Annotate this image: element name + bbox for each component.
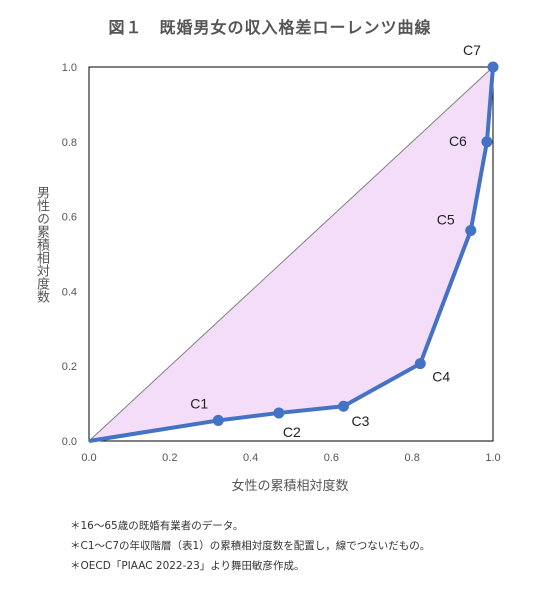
x-tick-label: 1.0	[485, 452, 500, 464]
x-axis-label: 女性の累積相対度数	[231, 479, 349, 494]
x-tick-label: 0.8	[405, 452, 420, 464]
y-tick-label: 1.0	[62, 62, 77, 74]
y-axis-label: 男性の累積相対度数	[34, 186, 49, 303]
point-label-c7: C7	[463, 42, 481, 58]
chart-title: 図１ 既婚男女の収入格差ローレンツ曲線	[108, 18, 432, 37]
data-point-c1	[212, 414, 224, 426]
x-tick-label: 0.4	[243, 452, 258, 464]
data-point-c6	[481, 136, 493, 148]
y-tick-label: 0.8	[62, 137, 77, 149]
x-tick-label: 0.2	[162, 452, 177, 464]
lorenz-curve	[88, 66, 495, 443]
x-tick-labels: 0.0 0.2 0.4 0.6 0.8 1.0	[81, 452, 500, 464]
data-points	[212, 61, 499, 426]
point-label-c6: C6	[449, 133, 467, 149]
y-tick-labels: 0.0 0.2 0.4 0.6 0.8 1.0	[62, 62, 77, 448]
footnote-2: ＊C1〜C7の年収階層（表1）の累積相対度数を配置し，線でつないだもの。	[70, 540, 431, 552]
footnotes: ＊16〜65歳の既婚有業者のデータ。 ＊C1〜C7の年収階層（表1）の累積相対度…	[70, 516, 430, 576]
point-label-c3: C3	[352, 413, 370, 429]
point-label-c4: C4	[432, 369, 450, 385]
y-tick-label: 0.2	[62, 361, 77, 373]
y-tick-label: 0.0	[62, 436, 77, 448]
data-point-c4	[414, 358, 426, 370]
plot-frame	[88, 66, 494, 442]
point-label-c2: C2	[283, 424, 301, 440]
y-tick-label: 0.6	[62, 212, 77, 224]
data-point-c7	[487, 61, 499, 73]
y-tick-label: 0.4	[62, 286, 77, 298]
x-tick-label: 0.6	[324, 452, 339, 464]
equality-line	[88, 66, 494, 442]
point-labels: C1 C2 C3 C4 C5 C6 C7	[190, 42, 481, 440]
footnote-1: ＊16〜65歳の既婚有業者のデータ。	[70, 520, 244, 532]
data-point-c3	[338, 400, 350, 412]
footnote-3: ＊OECD「PIAAC 2022-23」より舞田敏彦作成。	[70, 560, 305, 572]
point-label-c1: C1	[190, 395, 208, 411]
x-tick-label: 0.0	[81, 452, 96, 464]
point-label-c5: C5	[437, 211, 455, 227]
data-point-c2	[273, 407, 285, 419]
data-point-c5	[465, 224, 477, 236]
